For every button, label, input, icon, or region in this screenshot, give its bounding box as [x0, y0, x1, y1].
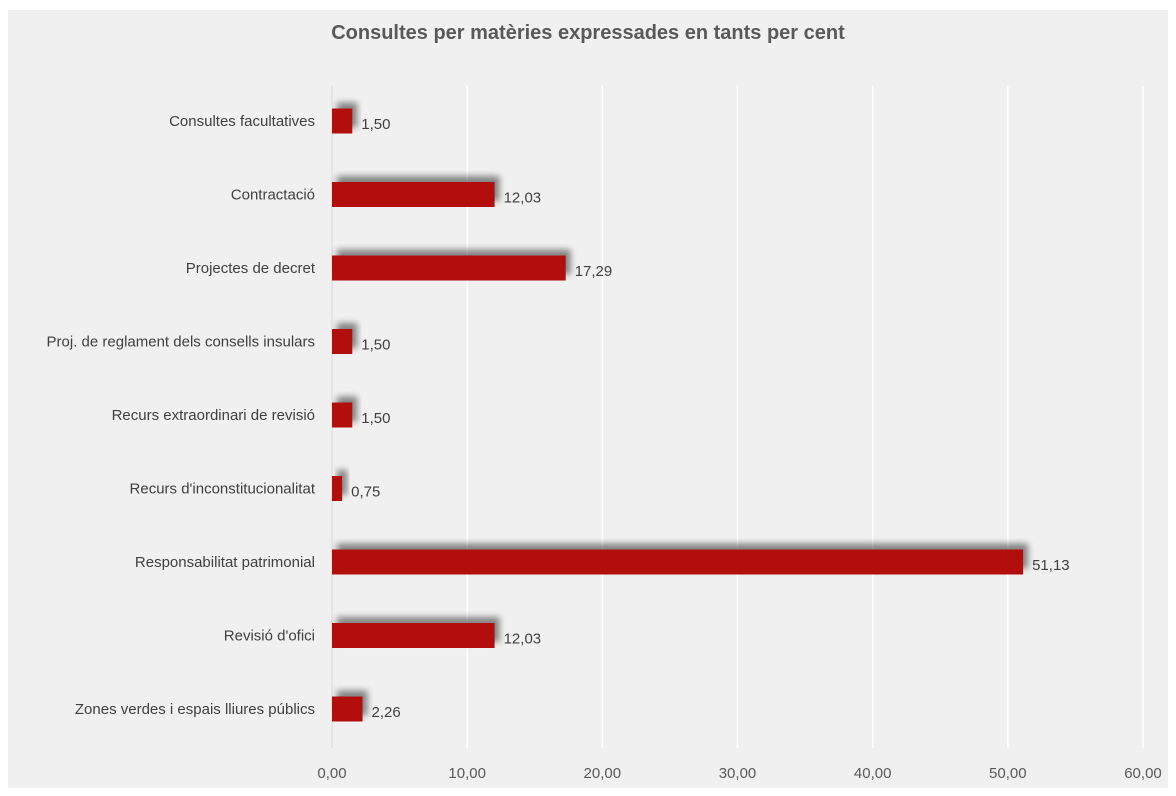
bars	[332, 102, 1029, 722]
bar	[332, 255, 566, 281]
data-label: 0,75	[351, 484, 380, 501]
bar	[332, 402, 353, 428]
x-tick-label: 10,00	[448, 765, 486, 782]
category-label: Responsabilitat patrimonial	[135, 554, 315, 571]
chart-area	[8, 10, 1168, 788]
data-label: 12,03	[504, 190, 542, 207]
chart-title: Consultes per matèries expressades en ta…	[331, 22, 845, 44]
labels: 0,00 10,00 20,00 30,00 40,00 50,00 60,00 Consul…	[47, 113, 1162, 782]
category-label: Projectes de decret	[186, 260, 316, 277]
bar	[332, 182, 495, 207]
bar	[332, 696, 363, 722]
bar	[332, 549, 1024, 575]
x-tick-label: 60,00	[1124, 765, 1162, 782]
bar	[332, 108, 353, 134]
category-label: Recurs extraordinari de revisió	[112, 407, 315, 424]
x-tick-label: 30,00	[719, 765, 757, 782]
category-label: Recurs d'inconstitucionalitat	[130, 481, 316, 498]
data-label: 1,50	[361, 116, 390, 133]
data-label: 12,03	[504, 631, 542, 648]
bar	[332, 476, 343, 501]
x-tick-label: 50,00	[989, 765, 1027, 782]
category-label: Proj. de reglament dels consells insular…	[47, 334, 315, 351]
x-tick-label: 0,00	[317, 765, 346, 782]
category-label: Consultes facultatives	[169, 113, 315, 130]
x-tick-label: 40,00	[854, 765, 892, 782]
category-label: Revisió d'ofici	[224, 628, 315, 645]
bar	[332, 623, 495, 648]
bar	[332, 329, 353, 354]
data-label: 2,26	[372, 704, 401, 721]
category-label: Contractació	[231, 187, 315, 204]
data-label: 1,50	[361, 337, 390, 354]
data-label: 51,13	[1032, 557, 1070, 574]
data-label: 1,50	[361, 410, 390, 427]
x-tick-label: 20,00	[584, 765, 622, 782]
category-label: Zones verdes i espais lliures públics	[75, 701, 315, 718]
data-label: 17,29	[575, 263, 613, 280]
